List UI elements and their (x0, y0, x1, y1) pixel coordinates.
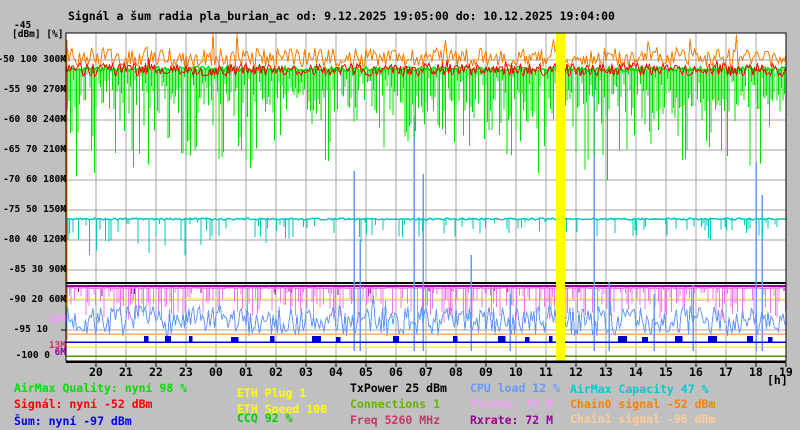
hour-label: 09 (479, 365, 493, 379)
y-axis-side-label: 13M (48, 340, 66, 351)
hour-label: 06 (389, 365, 403, 379)
legend-item: Rxrate: 72 M (470, 413, 554, 427)
y-axis-side-label: 39M (48, 314, 66, 325)
hour-label: 14 (629, 365, 643, 379)
legend-item: AirMax Quality: nyní 98 % (14, 381, 188, 395)
y-axis-row: -90 20 60M (8, 294, 66, 305)
y-axis-row: -80 40 120M (3, 234, 66, 245)
legend-item: AirMax Capacity 47 % (570, 382, 709, 396)
hour-label: 19 (779, 365, 793, 379)
legend-item: Txrate: 72 M (470, 397, 554, 411)
hour-label: 08 (449, 365, 463, 379)
y-axis-row: -70 60 180M (3, 174, 66, 185)
hour-label: 11 (539, 365, 553, 379)
hour-label: 07 (419, 365, 433, 379)
y-axis-row: -95 10 (13, 324, 48, 335)
y-axis-top-label: -45 (14, 20, 32, 31)
hour-label: 12 (569, 365, 583, 379)
hour-label: 17 (719, 365, 733, 379)
hour-label: 13 (599, 365, 613, 379)
hour-label: 00 (209, 365, 223, 379)
y-axis-side-label: 6M (54, 347, 66, 358)
legend-item: Šum: nyní -97 dBm (14, 414, 132, 428)
legend-item: TxPower 25 dBm (350, 381, 447, 395)
hour-label: 21 (119, 365, 133, 379)
hour-label: 18 (749, 365, 763, 379)
hour-label: 10 (509, 365, 523, 379)
y-axis-unit-label: [dBm] [%] (12, 29, 64, 40)
hour-label: 02 (269, 365, 283, 379)
legend-item: Chain0 signal -52 dBm (570, 397, 716, 411)
y-axis-row: -65 70 210M (3, 144, 66, 155)
hour-label: 23 (179, 365, 193, 379)
hour-label: 01 (239, 365, 253, 379)
y-axis-row: -85 30 90M (8, 264, 66, 275)
hour-label: 04 (329, 365, 343, 379)
hour-label: 15 (659, 365, 673, 379)
legend-item: Connections 1 (350, 397, 441, 411)
legend-item: CPU load 12 % (470, 381, 561, 395)
hour-label: 20 (89, 365, 103, 379)
legend-item: ETH Plug 1 (237, 386, 307, 400)
graph-title: Signál a šum radia pla_burian_ac od: 9.1… (68, 9, 615, 23)
hour-label: 22 (149, 365, 163, 379)
legend-item: Freq 5260 MHz (350, 413, 441, 427)
hour-label: 16 (689, 365, 703, 379)
legend-item: Chain1 signal -96 dBm (570, 412, 716, 426)
hour-label: 05 (359, 365, 373, 379)
x-axis-unit-label: [h] (767, 373, 788, 387)
legend-item: ETH Speed 100 (237, 402, 328, 416)
hour-label: 03 (299, 365, 313, 379)
y-axis-row: -75 50 150M (3, 204, 66, 215)
y-axis-row: -55 90 270M (3, 84, 66, 95)
y-axis-row: -50 100 300M (0, 54, 66, 65)
y-axis-row: -60 80 240M (3, 114, 66, 125)
legend-item: CCQ 92 % (237, 411, 293, 425)
legend-item: Signál: nyní -52 dBm (14, 397, 153, 411)
y-axis-row: -100 0 (15, 350, 50, 361)
